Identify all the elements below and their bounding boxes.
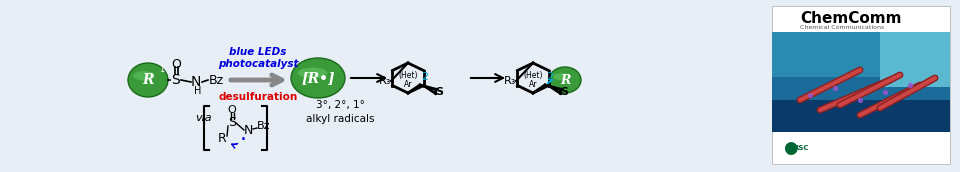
Text: RSC: RSC bbox=[793, 145, 808, 151]
Ellipse shape bbox=[298, 67, 327, 78]
Text: R: R bbox=[142, 73, 154, 87]
Text: N: N bbox=[191, 75, 202, 89]
Text: 2: 2 bbox=[546, 72, 554, 82]
Text: H: H bbox=[194, 86, 202, 96]
Point bbox=[828, 87, 843, 89]
Ellipse shape bbox=[553, 73, 570, 80]
Text: O: O bbox=[228, 105, 236, 115]
Text: Chemical Communications: Chemical Communications bbox=[800, 24, 884, 30]
Point bbox=[852, 99, 868, 101]
Text: R: R bbox=[218, 132, 227, 144]
Text: 1: 1 bbox=[159, 64, 164, 73]
Point bbox=[902, 84, 918, 86]
Text: via: via bbox=[196, 113, 212, 123]
Ellipse shape bbox=[133, 71, 155, 80]
FancyBboxPatch shape bbox=[880, 32, 950, 87]
Text: desulfuration: desulfuration bbox=[218, 92, 298, 102]
Text: R₃: R₃ bbox=[379, 76, 391, 86]
FancyBboxPatch shape bbox=[772, 32, 950, 132]
Text: N: N bbox=[243, 123, 252, 137]
FancyBboxPatch shape bbox=[772, 32, 950, 77]
Text: ●: ● bbox=[783, 139, 798, 157]
Text: S: S bbox=[560, 87, 567, 97]
Text: Bz: Bz bbox=[257, 121, 271, 131]
Text: (Het): (Het) bbox=[398, 71, 418, 79]
Text: (Het): (Het) bbox=[523, 71, 542, 79]
Text: R₃: R₃ bbox=[504, 76, 516, 86]
Text: R: R bbox=[560, 73, 570, 87]
Text: Ar: Ar bbox=[404, 79, 412, 89]
FancyBboxPatch shape bbox=[772, 6, 950, 164]
Text: S: S bbox=[228, 116, 236, 130]
Ellipse shape bbox=[128, 63, 168, 97]
Text: S: S bbox=[172, 73, 180, 87]
Text: S: S bbox=[435, 87, 443, 97]
Point bbox=[803, 94, 818, 96]
Text: ·: · bbox=[239, 130, 247, 150]
Text: O: O bbox=[171, 57, 180, 71]
Ellipse shape bbox=[549, 67, 581, 93]
FancyArrowPatch shape bbox=[231, 143, 238, 148]
Text: ChemComm: ChemComm bbox=[800, 10, 901, 25]
Text: [R•]: [R•] bbox=[301, 71, 335, 85]
Text: 2: 2 bbox=[421, 72, 428, 82]
Text: Ar: Ar bbox=[529, 79, 538, 89]
Ellipse shape bbox=[291, 58, 345, 98]
FancyBboxPatch shape bbox=[772, 100, 950, 132]
Text: blue LEDs
photocatalyst: blue LEDs photocatalyst bbox=[218, 47, 299, 69]
Text: Bz: Bz bbox=[208, 73, 224, 87]
Point bbox=[877, 91, 893, 93]
Text: 3°, 2°, 1°
alkyl radicals: 3°, 2°, 1° alkyl radicals bbox=[305, 100, 374, 124]
